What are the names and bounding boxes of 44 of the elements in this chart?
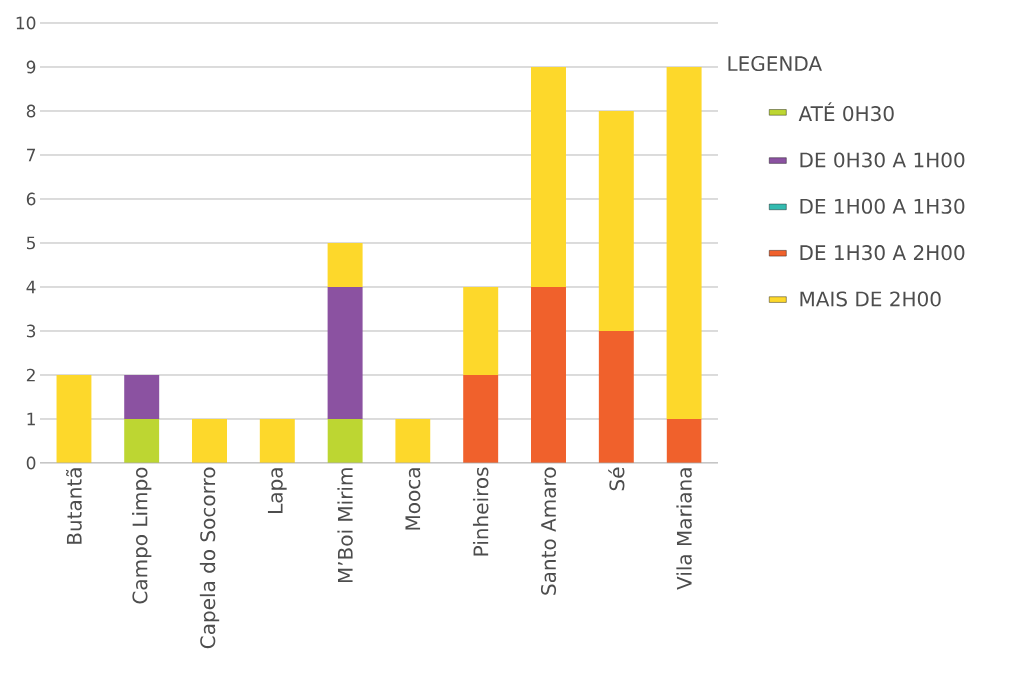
y-tick-label: 8 <box>26 104 36 118</box>
y-tick-label: 9 <box>26 60 36 74</box>
bar <box>666 418 702 463</box>
legend-label: DE 0H30 A 1H00 <box>800 152 965 168</box>
y-tick-label: 4 <box>26 280 36 294</box>
legend-label: DE 1H00 A 1H30 <box>800 198 965 214</box>
x-tick-label: Lapa <box>267 468 287 513</box>
legend-label: ATÉ 0H30 <box>798 102 894 122</box>
y-tick-label: 10 <box>16 16 36 30</box>
bar <box>327 286 363 419</box>
x-tick-label: Vila Mariana <box>676 468 692 590</box>
legend-label: DE 1H30 A 2H00 <box>800 245 965 261</box>
bar <box>463 374 499 463</box>
bar <box>531 66 566 287</box>
bar <box>192 418 227 463</box>
bar <box>327 242 363 287</box>
y-tick-label: 5 <box>26 236 35 250</box>
bar <box>327 418 363 463</box>
legend-title: LEGENDA <box>728 56 822 72</box>
bar <box>666 66 702 419</box>
bar <box>259 418 295 463</box>
bar <box>598 330 634 463</box>
bar <box>56 374 92 463</box>
y-tick-label: 7 <box>27 148 36 162</box>
bar <box>124 418 160 463</box>
x-tick-label: M’Boi Mirim <box>337 468 353 583</box>
x-tick-label: Sé <box>608 467 625 491</box>
bar <box>395 418 431 463</box>
x-tick-label: Campo Limpo <box>132 467 152 604</box>
legend-label: MAIS DE 2H00 <box>800 291 941 307</box>
y-tick-label: 0 <box>26 456 36 470</box>
y-tick-label: 1 <box>27 412 35 426</box>
y-tick-label: 6 <box>26 192 36 206</box>
x-tick-label: Butantã <box>66 468 82 544</box>
bar <box>463 286 499 375</box>
x-tick-label: Mooca <box>405 468 421 530</box>
bar <box>531 286 566 463</box>
x-tick-label: Pinheiros <box>472 467 489 556</box>
bar <box>124 374 160 419</box>
bar <box>598 110 634 331</box>
y-tick-label: 3 <box>26 324 36 338</box>
x-tick-label: Capela do Socorro <box>199 467 220 649</box>
x-tick-label: Santo Amaro <box>540 467 557 595</box>
y-tick-label: 2 <box>26 368 35 382</box>
